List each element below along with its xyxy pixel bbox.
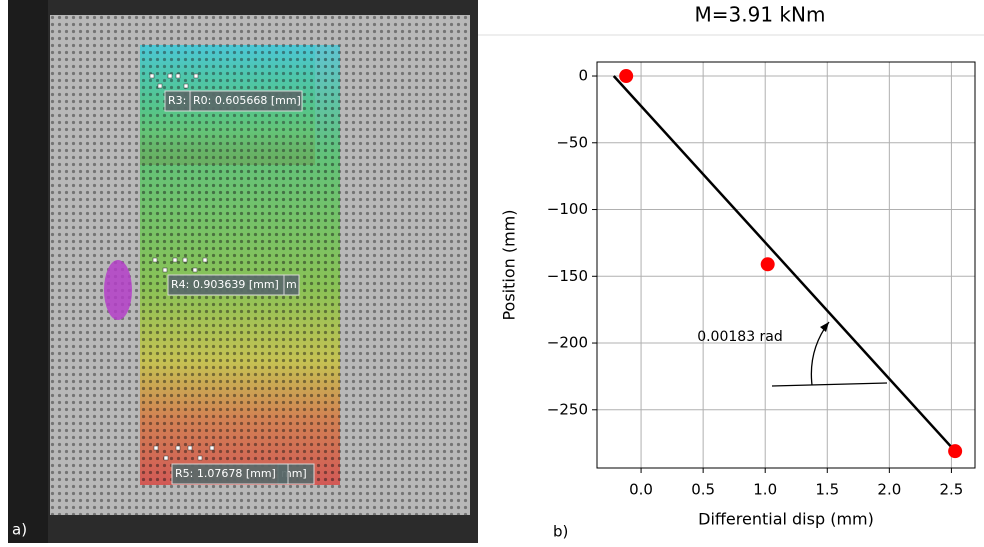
- roi-labels: mR3: R0: 0.605668 [mm]mm]R4: 0.903639 [mm…: [149, 73, 315, 485]
- plot: 0.0 0.5 1.0 1.5 2.0 2.5 0 −50 −100 −150 −200 −250: [547, 61, 976, 499]
- roi-handle: [209, 445, 215, 451]
- roi-handle: [187, 445, 193, 451]
- roi-handle: [152, 257, 158, 263]
- roi-label: m: [286, 278, 297, 291]
- roi-handle: [157, 83, 163, 89]
- roi-label: R4: 0.903639 [mm]: [171, 278, 279, 291]
- roi-handle: [202, 257, 208, 263]
- y-axis-label: Position (mm): [500, 209, 519, 320]
- y-tick-label: −100: [547, 200, 588, 218]
- data-point: [948, 444, 963, 459]
- photo: [8, 0, 478, 543]
- x-axis-label: Differential disp (mm): [698, 510, 874, 529]
- x-tick-label: 2.0: [877, 481, 901, 499]
- data-point: [760, 257, 775, 272]
- roi-label: R5: 1.07678 [mm]: [175, 467, 276, 480]
- roi-handle: [167, 73, 173, 79]
- fit-line: [612, 75, 957, 453]
- roi-label: R0: 0.605668 [mm]: [193, 94, 301, 107]
- roi-handle: [182, 257, 188, 263]
- roi-handle: [153, 445, 159, 451]
- panel-label: b): [553, 523, 568, 541]
- x-tick-label: 0.0: [629, 481, 653, 499]
- label-box: [167, 274, 285, 296]
- y-tick-label: −150: [547, 267, 588, 285]
- roi-label: R3:: [168, 94, 186, 107]
- roi-handle: [192, 267, 198, 273]
- roi-handle: [149, 73, 155, 79]
- plot-frame: [596, 61, 976, 469]
- x-tick-label: 2.5: [939, 481, 963, 499]
- y-tick-label: −50: [556, 133, 588, 151]
- label-box: [171, 463, 289, 485]
- data-point: [619, 69, 634, 84]
- x-tick-label: 1.0: [753, 481, 777, 499]
- roi-handle: [175, 445, 181, 451]
- x-tick-label: 0.5: [691, 481, 715, 499]
- angle-marker: [771, 321, 888, 387]
- panel-label: a): [12, 521, 27, 539]
- y-tick-label: 0: [578, 67, 588, 85]
- label-box: [189, 90, 303, 112]
- roi-handle: [175, 73, 181, 79]
- roi-handle: [197, 455, 203, 461]
- roi-handle: [193, 73, 199, 79]
- chart-title: M=3.91 kNm: [695, 3, 826, 27]
- roi-handle: [163, 455, 169, 461]
- x-tick-label: 1.5: [815, 481, 839, 499]
- roi-handle: [172, 257, 178, 263]
- roi-handle: [162, 267, 168, 273]
- annotation: 0.00183 rad: [697, 329, 783, 345]
- y-tick-label: −200: [547, 334, 588, 352]
- y-tick-label: −250: [547, 400, 588, 418]
- roi-handle: [183, 83, 189, 89]
